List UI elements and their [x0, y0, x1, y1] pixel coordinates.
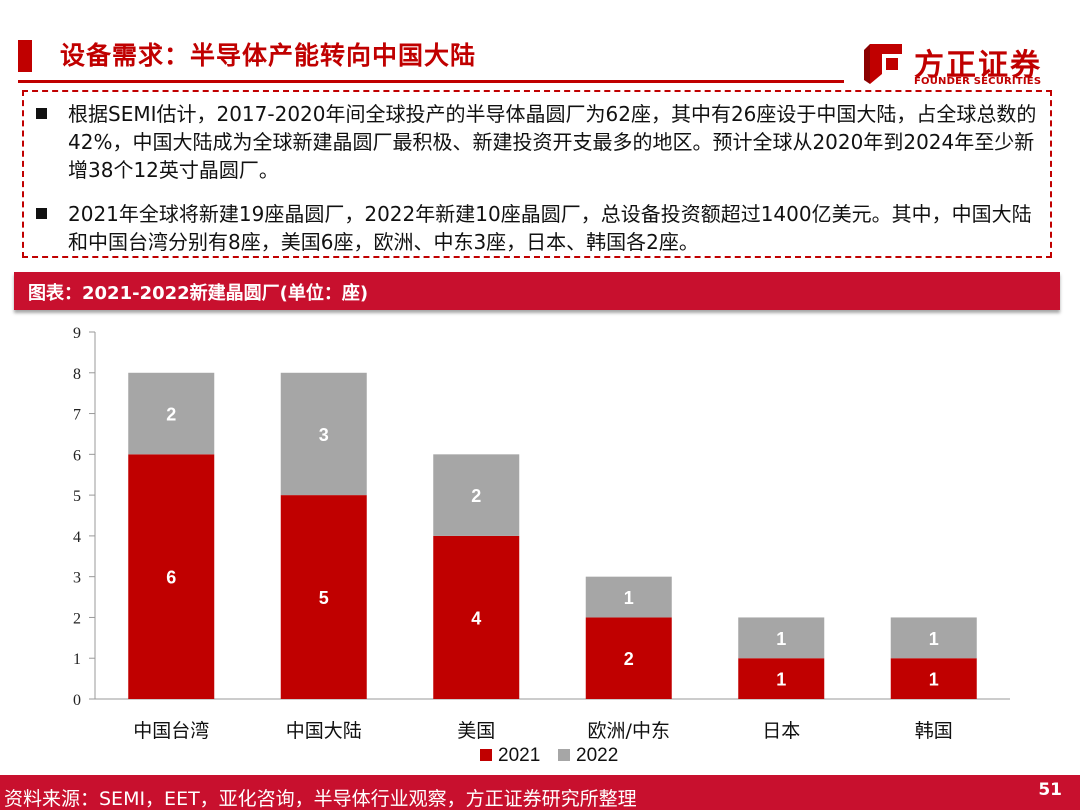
data-label: 2 — [471, 486, 481, 506]
bar-2022 — [585, 576, 672, 618]
bullet-square-icon — [36, 108, 47, 119]
data-label: 1 — [624, 588, 634, 608]
data-label: 6 — [166, 568, 176, 588]
note-text: 根据SEMI估计，2017-2020年间全球投产的半导体晶圆厂为62座，其中有2… — [68, 102, 1037, 182]
bar-2022 — [890, 617, 977, 659]
y-tick-label: 6 — [73, 447, 81, 464]
y-tick-label: 0 — [73, 692, 81, 709]
chart-title: 图表：2021-2022新建晶圆厂(单位：座) — [28, 283, 369, 304]
company-logo: 方正证券 FOUNDER SECURITIES — [862, 40, 1062, 90]
y-tick-label: 8 — [73, 366, 81, 383]
page-title: 设备需求：半导体产能转向中国大陆 — [60, 41, 477, 70]
legend-label: 2022 — [576, 745, 618, 766]
founder-logo-icon — [864, 44, 902, 84]
data-label: 5 — [319, 588, 329, 608]
data-label: 4 — [471, 608, 481, 628]
data-label: 1 — [776, 670, 786, 690]
y-tick-label: 9 — [73, 325, 81, 342]
note-text: 2021年全球将新建19座晶圆厂，2022年新建10座晶圆厂，总设备投资额超过1… — [68, 202, 1032, 254]
y-tick-label: 7 — [73, 407, 81, 424]
data-label: 1 — [776, 629, 786, 649]
data-label: 3 — [319, 425, 329, 445]
legend-swatch — [480, 749, 492, 761]
note-item: 根据SEMI估计，2017-2020年间全球投产的半导体晶圆厂为62座，其中有2… — [36, 100, 1048, 184]
bar-2021 — [280, 495, 367, 699]
x-tick-label: 韩国 — [915, 720, 953, 742]
title-divider — [18, 80, 844, 83]
x-tick-label: 日本 — [762, 720, 800, 742]
notes-box: 根据SEMI估计，2017-2020年间全球投产的半导体晶圆厂为62座，其中有2… — [22, 90, 1052, 258]
data-label: 2 — [166, 405, 176, 425]
x-tick-label: 中国大陆 — [286, 720, 362, 742]
y-tick-label: 1 — [73, 651, 81, 668]
logo-name-cn: 方正证券 — [914, 48, 1042, 83]
y-tick-label: 5 — [73, 488, 81, 505]
y-tick-label: 4 — [73, 529, 81, 546]
bar-2022 — [738, 617, 825, 659]
y-tick-label: 2 — [73, 610, 81, 627]
bar-2022 — [433, 454, 520, 536]
legend-swatch — [558, 749, 570, 761]
x-tick-label: 欧洲/中东 — [588, 720, 670, 742]
footer-bar — [0, 775, 1080, 810]
logo-name-en: FOUNDER SECURITIES — [914, 76, 1042, 87]
data-label: 1 — [929, 670, 939, 690]
legend-label: 2021 — [498, 745, 540, 766]
note-item: 2021年全球将新建19座晶圆厂，2022年新建10座晶圆厂，总设备投资额超过1… — [36, 200, 1048, 256]
y-tick-label: 3 — [73, 570, 81, 587]
bar-2021 — [890, 658, 977, 699]
page-number: 51 — [1038, 780, 1062, 800]
bar-2021 — [433, 535, 520, 699]
bullet-square-icon — [36, 208, 47, 219]
bar-2021 — [585, 617, 672, 699]
x-tick-label: 美国 — [457, 720, 495, 742]
footer-source: 资料来源：SEMI，EET，亚化咨询，半导体行业观察，方正证券研究所整理 — [4, 788, 637, 810]
bar-2021 — [738, 658, 825, 699]
title-marker — [18, 40, 32, 72]
chart-header: 图表：2021-2022新建晶圆厂(单位：座) — [14, 272, 1060, 310]
data-label: 1 — [929, 629, 939, 649]
bar-2021 — [128, 454, 215, 699]
bar-2022 — [128, 372, 215, 455]
bar-2022 — [280, 372, 367, 496]
x-tick-label: 中国台湾 — [133, 720, 209, 742]
stacked-bar-chart: 0 1 2 3 4 5 6 7 8 9 6 2 中国台湾 5 3 中国大陆 4 2 美国 2 1 欧洲/中东 1 1 日本 1 1 韩… — [73, 325, 1010, 766]
data-label: 2 — [624, 649, 634, 669]
